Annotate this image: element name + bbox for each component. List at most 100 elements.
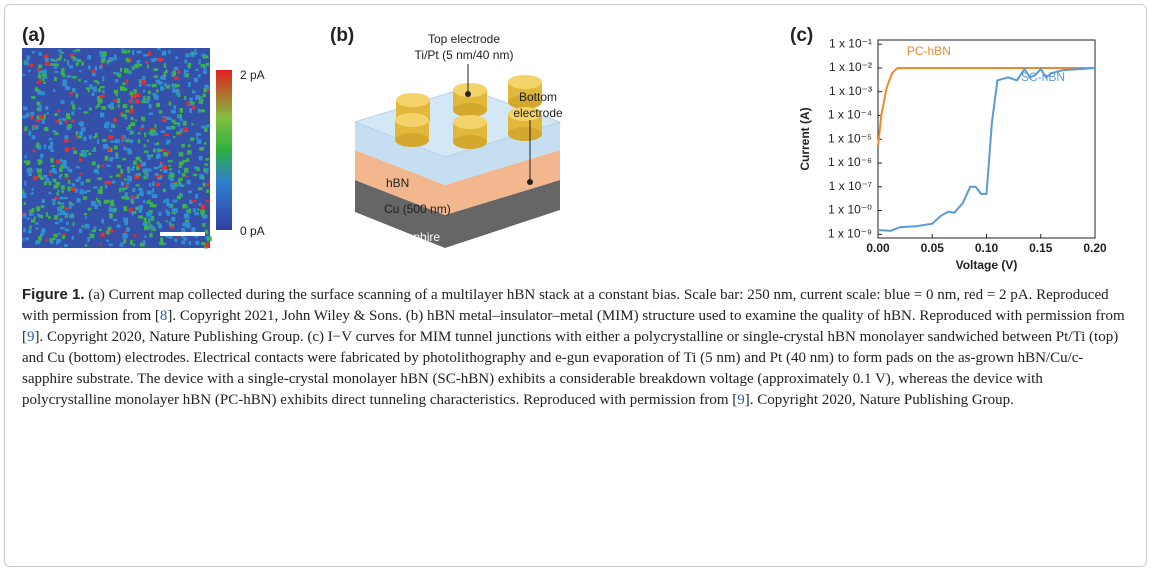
- map-pixel: [149, 104, 152, 109]
- map-pixel: [61, 68, 64, 72]
- map-pixel: [44, 114, 46, 119]
- map-pixel: [56, 184, 59, 188]
- map-pixel: [102, 164, 104, 167]
- map-pixel: [54, 77, 57, 81]
- map-pixel: [129, 130, 132, 135]
- map-pixel: [29, 64, 33, 67]
- map-pixel: [95, 66, 97, 70]
- map-pixel: [205, 200, 209, 202]
- map-pixel: [141, 125, 144, 128]
- map-pixel: [181, 241, 185, 244]
- map-pixel: [142, 76, 145, 81]
- map-pixel: [139, 128, 142, 130]
- map-pixel: [101, 233, 105, 237]
- map-pixel: [31, 208, 34, 212]
- map-pixel: [65, 229, 69, 232]
- map-pixel: [153, 204, 157, 207]
- annotation: electrode: [513, 106, 563, 120]
- map-pixel: [139, 64, 142, 67]
- map-pixel: [172, 88, 174, 93]
- map-pixel: [60, 174, 62, 177]
- map-pixel: [101, 106, 106, 110]
- map-pixel: [67, 60, 69, 65]
- map-pixel: [52, 199, 56, 201]
- map-pixel: [201, 64, 205, 68]
- x-tick-label: 0.00: [866, 241, 890, 255]
- map-pixel: [147, 155, 150, 160]
- map-pixel: [121, 182, 124, 186]
- map-pixel: [136, 157, 139, 159]
- map-pixel: [160, 76, 163, 79]
- map-pixel: [61, 100, 65, 104]
- map-pixel: [136, 166, 139, 170]
- map-pixel: [88, 153, 91, 155]
- map-pixel: [71, 203, 74, 206]
- map-pixel: [89, 84, 93, 89]
- map-pixel: [71, 187, 75, 191]
- map-pixel: [22, 115, 26, 118]
- map-pixel: [78, 79, 81, 81]
- map-pixel: [30, 116, 33, 120]
- map-pixel: [76, 49, 80, 52]
- map-pixel: [179, 118, 182, 121]
- map-pixel: [73, 222, 75, 226]
- map-pixel: [130, 109, 134, 114]
- map-pixel: [108, 181, 112, 184]
- map-pixel: [45, 58, 49, 62]
- map-pixel: [83, 137, 86, 141]
- map-pixel: [197, 209, 199, 211]
- map-pixel: [40, 233, 44, 236]
- map-pixel: [136, 184, 140, 186]
- map-pixel: [195, 212, 200, 215]
- annotation: Top electrode: [428, 32, 500, 46]
- map-pixel: [178, 181, 180, 184]
- map-pixel: [206, 189, 209, 193]
- map-pixel: [69, 214, 73, 218]
- series-label: PC-hBN: [907, 44, 951, 58]
- map-pixel: [166, 126, 171, 130]
- map-pixel: [139, 160, 142, 162]
- map-pixel: [50, 142, 53, 147]
- map-pixel: [171, 119, 175, 122]
- map-pixel: [83, 111, 88, 113]
- map-pixel: [171, 110, 176, 113]
- map-pixel: [27, 217, 30, 219]
- map-pixel: [201, 214, 203, 217]
- map-pixel: [199, 156, 203, 160]
- map-pixel: [35, 240, 38, 245]
- map-pixel: [154, 75, 159, 78]
- map-pixel: [179, 193, 181, 195]
- map-pixel: [150, 130, 153, 134]
- map-pixel: [94, 227, 97, 230]
- map-pixel: [167, 151, 170, 155]
- map-pixel: [127, 50, 130, 53]
- map-pixel: [127, 182, 130, 185]
- map-pixel: [68, 180, 70, 184]
- map-pixel: [191, 227, 195, 232]
- map-pixel: [196, 167, 200, 171]
- map-pixel: [190, 98, 193, 102]
- electrode-bottom: [453, 135, 487, 149]
- map-pixel: [177, 115, 180, 118]
- map-pixel: [139, 84, 142, 87]
- map-pixel: [120, 169, 123, 174]
- map-pixel: [158, 166, 160, 168]
- map-pixel: [36, 81, 39, 83]
- series-line: [878, 68, 1095, 231]
- map-pixel: [79, 153, 83, 157]
- map-pixel: [144, 144, 147, 147]
- map-pixel: [141, 117, 144, 121]
- map-pixel: [128, 125, 131, 130]
- map-pixel: [115, 155, 118, 159]
- map-pixel: [116, 174, 120, 177]
- map-pixel: [168, 50, 170, 54]
- map-pixel: [88, 55, 91, 58]
- map-pixel: [62, 234, 65, 236]
- map-pixel: [102, 76, 104, 81]
- map-pixel: [192, 90, 195, 93]
- map-pixel: [160, 163, 163, 167]
- map-pixel: [79, 158, 82, 161]
- map-pixel: [97, 177, 101, 180]
- map-pixel: [182, 223, 186, 227]
- map-pixel: [147, 190, 152, 194]
